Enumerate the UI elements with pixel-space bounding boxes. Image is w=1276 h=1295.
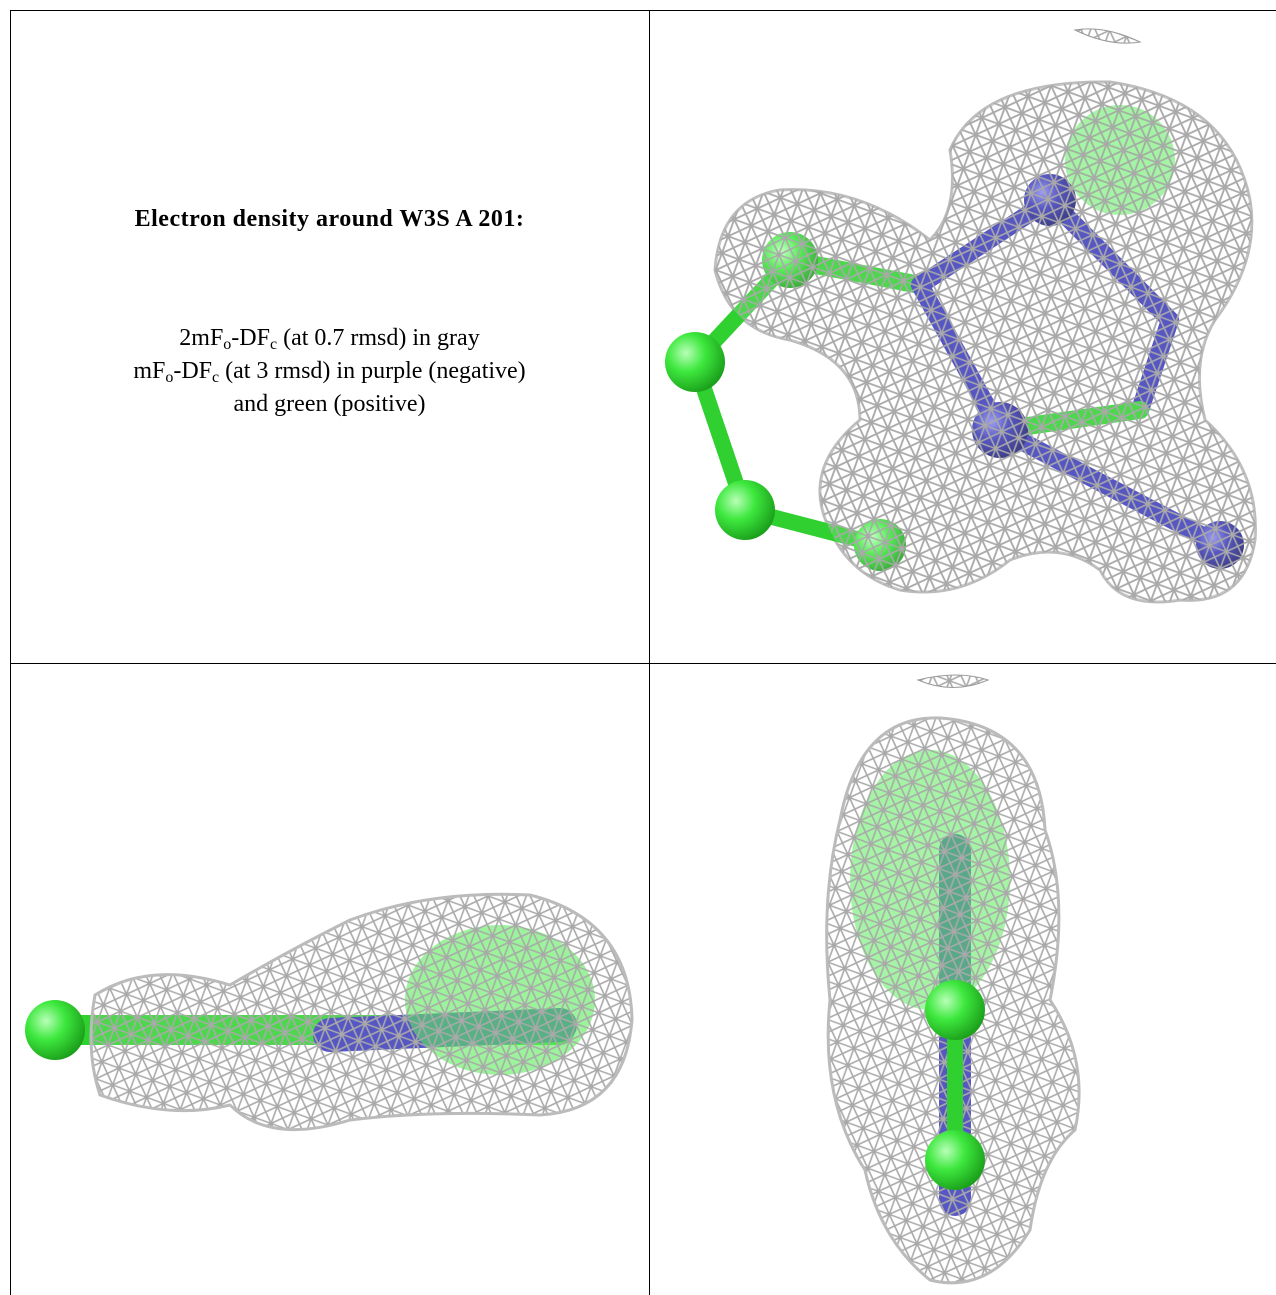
caption-cell: Electron density around W3S A 201: 2mFo-… [10, 10, 649, 663]
subscript: o [223, 336, 232, 353]
subscript: c [212, 369, 220, 386]
subscript: c [269, 336, 278, 353]
density-view-end [825, 674, 1081, 1285]
table-borders [10, 10, 1276, 1295]
caption-line: 2mFo-DFc (at 0.7 rmsd) in gray [10, 322, 649, 355]
caption-text: mF [133, 358, 166, 384]
caption-title: Electron density around W3S A 201: [134, 206, 525, 232]
caption-text: 2mF [179, 325, 224, 351]
caption-text: (at 3 rmsd) in purple (negative) [219, 358, 526, 384]
caption-text: -DF [173, 358, 212, 384]
caption-line: mFo-DFc (at 3 rmsd) in purple (negative) [10, 355, 649, 388]
density-view-side [25, 892, 634, 1132]
caption-text: (at 0.7 rmsd) in gray [277, 325, 480, 351]
subscript: o [165, 369, 174, 386]
density-view-top [665, 28, 1257, 604]
caption-text: -DF [231, 325, 270, 351]
caption-line: and green (positive) [10, 388, 649, 421]
caption-lines: 2mFo-DFc (at 0.7 rmsd) in gray mFo-DFc (a… [10, 322, 649, 421]
caption-text: and green (positive) [233, 391, 426, 417]
